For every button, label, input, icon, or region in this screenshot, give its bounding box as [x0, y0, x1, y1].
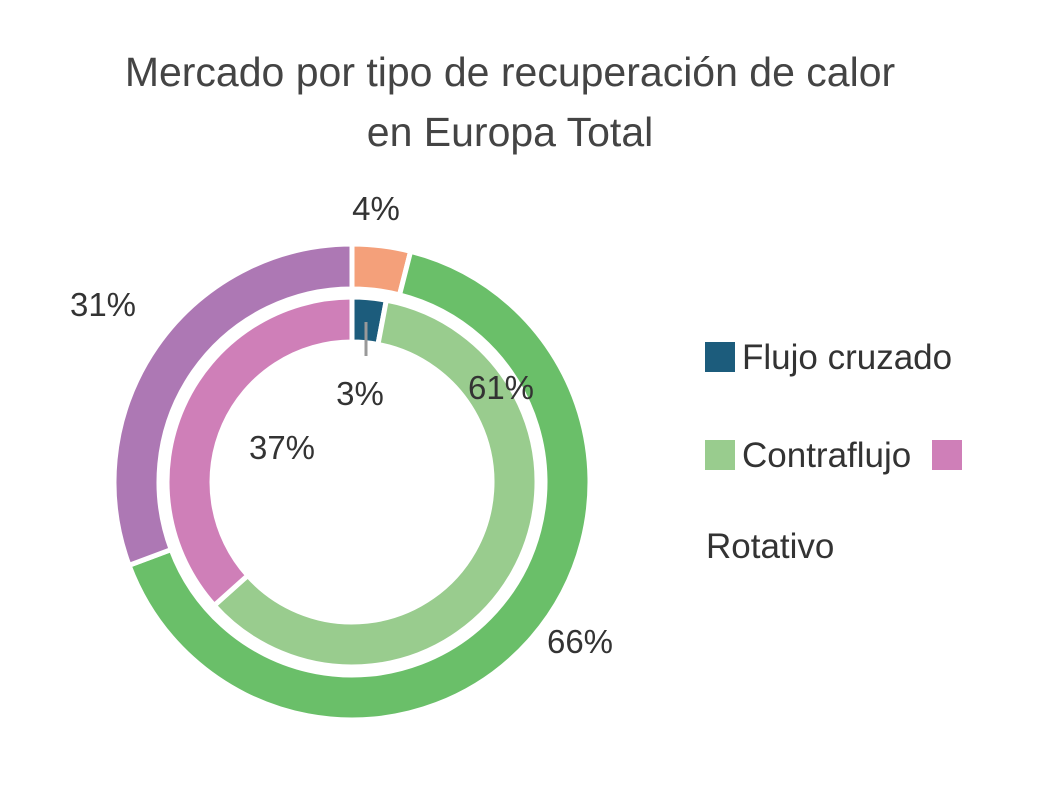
outer-label-flujo-cruzado: 4%: [352, 190, 400, 227]
inner-slice-rotativo: [164, 294, 355, 610]
legend-label-contraflujo: Contraflujo: [742, 436, 911, 475]
legend: Flujo cruzado Contraflujo Rotativo: [705, 338, 962, 566]
legend-label-flujo-cruzado: Flujo cruzado: [742, 338, 952, 377]
outer-label-rotativo: 31%: [70, 286, 136, 323]
chart-title-line-1: Mercado por tipo de recuperación de calo…: [125, 49, 895, 95]
legend-swatch-contraflujo: [705, 440, 735, 470]
inner-slice-contraflujo: [210, 297, 540, 670]
inner-label-contraflujo: 61%: [468, 369, 534, 406]
legend-swatch-rotativo: [932, 440, 962, 470]
inner-ring: [164, 294, 540, 670]
outer-slice-contraflujo: [125, 248, 593, 723]
outer-ring: [111, 241, 593, 723]
outer-label-contraflujo: 66%: [547, 623, 613, 660]
inner-label-flujo-cruzado: 3%: [336, 375, 384, 412]
inner-label-rotativo: 37%: [249, 429, 315, 466]
outer-slice-rotativo: [111, 241, 355, 569]
legend-swatch-flujo-cruzado: [705, 342, 735, 372]
legend-label-rotativo: Rotativo: [706, 527, 834, 566]
chart-title-line-2: en Europa Total: [367, 109, 653, 155]
